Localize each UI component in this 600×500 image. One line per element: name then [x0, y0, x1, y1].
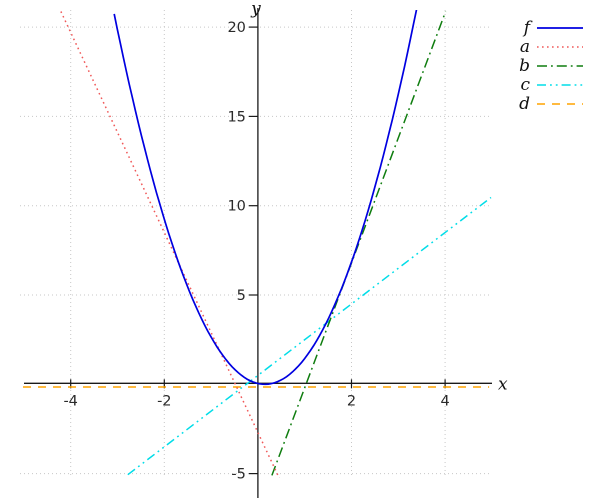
- axes: -4 -2 2 4 20 15 10 5 -5 x y: [24, 0, 508, 498]
- y-tick-label: 20: [227, 20, 245, 36]
- legend-label-c: c: [520, 75, 530, 95]
- y-tick-label: 5: [237, 288, 246, 304]
- x-tick-label: 4: [440, 393, 449, 409]
- series-group: [23, 10, 492, 478]
- gridlines: [20, 10, 492, 478]
- y-axis-label: y: [250, 0, 261, 19]
- legend-label-d: d: [519, 94, 530, 114]
- series-f-line: [113, 10, 418, 386]
- legend-label-f: f: [522, 18, 533, 38]
- legend-label-b: b: [519, 56, 530, 76]
- series-a-line: [60, 11, 281, 478]
- series-c-line: [127, 196, 492, 476]
- y-tick-label: 10: [227, 199, 245, 215]
- legend-label-a: a: [520, 37, 530, 57]
- x-tick-label: -2: [157, 393, 171, 409]
- y-tick-label: 15: [227, 109, 245, 125]
- x-tick-label: -4: [63, 393, 77, 409]
- x-tick-label: 2: [347, 393, 356, 409]
- series-b-line: [271, 11, 447, 476]
- x-axis-label: x: [498, 374, 508, 394]
- y-tick-label: -5: [231, 467, 245, 483]
